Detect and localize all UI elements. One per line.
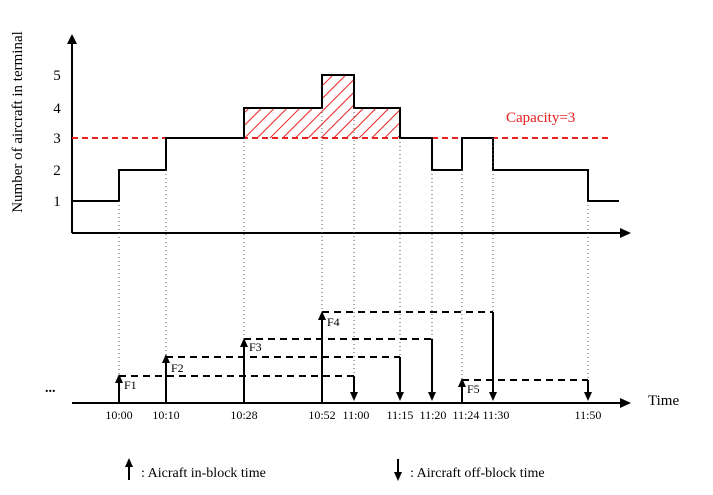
in-block-legend-text: : Aicraft in-block time <box>141 466 266 481</box>
flight-label-f2: F2 <box>171 361 184 375</box>
time-label: 11:00 <box>343 408 370 422</box>
legend: : Aicraft in-block time : Aircraft off-b… <box>125 458 545 481</box>
time-label: 10:00 <box>105 408 132 422</box>
time-label: 10:52 <box>308 408 335 422</box>
time-label: 10:10 <box>152 408 179 422</box>
y-tick-label: 5 <box>53 68 61 84</box>
y-tick-label: 3 <box>53 131 61 147</box>
time-label: 11:50 <box>575 408 602 422</box>
flight-label-f3: F3 <box>249 340 262 354</box>
upper-x-axis-arrowhead <box>620 228 631 238</box>
y-tick-label: 1 <box>53 194 61 210</box>
y-tick-label: 4 <box>53 101 61 117</box>
time-guides <box>118 108 589 380</box>
off-block-arrows <box>350 312 592 401</box>
time-axis-label: Time <box>648 393 679 409</box>
time-label: 11:24 <box>453 408 480 422</box>
time-label: 11:20 <box>420 408 447 422</box>
y-axis-arrowhead <box>67 34 77 44</box>
time-label: 11:15 <box>387 408 414 422</box>
in-block-arrows <box>115 311 466 403</box>
flight-label-f5: F5 <box>467 382 480 396</box>
off-block-legend-text: : Aircraft off-block time <box>410 466 545 481</box>
ellipsis: ... <box>45 381 56 396</box>
capacity-label: Capacity=3 <box>506 110 575 126</box>
flight-duration-bars <box>119 311 588 381</box>
time-label: 11:30 <box>483 408 510 422</box>
y-tick-labels: 1 2 3 4 5 <box>53 68 61 210</box>
flight-label-f1: F1 <box>124 378 137 392</box>
y-axis-label: Number of aircraft in terminal <box>10 31 26 213</box>
time-label: 10:28 <box>230 408 257 422</box>
time-axis-arrowhead <box>620 398 631 408</box>
flight-label-f4: F4 <box>327 315 340 329</box>
y-tick-label: 2 <box>53 163 61 179</box>
